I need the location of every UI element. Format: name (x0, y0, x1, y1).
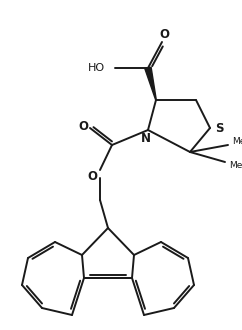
Text: S: S (215, 121, 223, 135)
Text: Me: Me (232, 137, 242, 146)
Text: O: O (78, 119, 88, 133)
Text: N: N (141, 131, 151, 145)
Polygon shape (145, 67, 156, 100)
Text: Me: Me (229, 161, 242, 171)
Text: O: O (87, 170, 97, 182)
Text: O: O (159, 27, 169, 41)
Text: HO: HO (88, 63, 105, 73)
